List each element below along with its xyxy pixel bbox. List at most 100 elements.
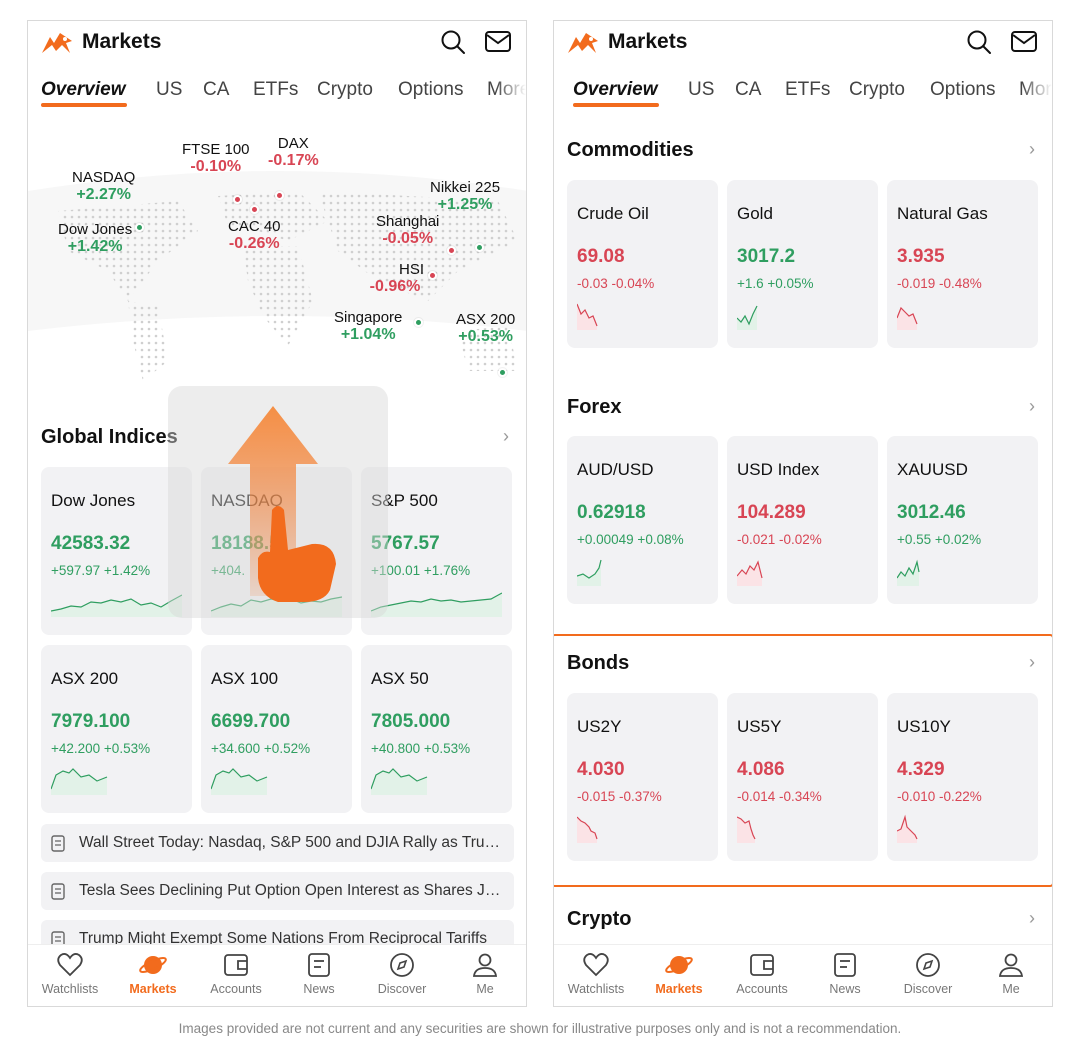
market-name: ASX 200 <box>456 311 516 328</box>
hsi-marker <box>428 271 437 280</box>
market-dax[interactable]: DAX -0.17% <box>268 135 319 171</box>
search-icon[interactable] <box>966 29 992 55</box>
index-card-asx-200[interactable]: ASX 200 7979.100 +42.200 +0.53% <box>41 645 192 813</box>
news-icon <box>834 953 856 977</box>
sparkline-chart <box>737 305 758 330</box>
nav-label: Watchlists <box>41 982 99 996</box>
tab-overview[interactable]: Overview <box>573 79 658 100</box>
tab-overview[interactable]: Overview <box>41 79 126 100</box>
nav-label: Me <box>476 982 494 996</box>
commodities-title: Commodities <box>567 139 694 161</box>
card-change: +1.6 +0.05% <box>737 276 814 291</box>
news-headline: Wall Street Today: Nasdaq, S&P 500 and D… <box>79 834 502 851</box>
forex-card-aud-usd[interactable]: AUD/USD 0.62918 +0.00049 +0.08% <box>567 436 718 604</box>
bottom-navigation: Watchlists Markets Accounts News Discove… <box>28 944 526 1006</box>
market-name: FTSE 100 <box>182 141 250 158</box>
news-item[interactable]: Wall Street Today: Nasdaq, S&P 500 and D… <box>41 824 514 862</box>
commodities-chevron-icon[interactable]: › <box>1029 139 1035 159</box>
world-market-map: FTSE 100 -0.10% DAX -0.17% NASDAQ +2.27%… <box>28 131 526 401</box>
card-change: -0.014 -0.34% <box>737 789 822 804</box>
sparkline-chart <box>211 768 268 795</box>
commodity-card-gold[interactable]: Gold 3017.2 +1.6 +0.05% <box>727 180 878 348</box>
nav-news[interactable]: News <box>277 951 361 996</box>
tab-crypto[interactable]: Crypto <box>849 79 905 100</box>
global-indices-chevron-icon[interactable]: › <box>503 426 509 446</box>
nav-accounts[interactable]: Accounts <box>720 951 804 996</box>
tab-options[interactable]: Options <box>930 79 996 100</box>
app-logo-icon <box>568 33 598 53</box>
sparkline-chart <box>577 559 602 586</box>
market-hsi[interactable]: HSI -0.96% <box>366 261 424 297</box>
card-name: Natural Gas <box>897 204 988 223</box>
tab-crypto[interactable]: Crypto <box>317 79 373 100</box>
nav-label: Discover <box>903 982 953 996</box>
markets-screen-scrolled: Markets Overview US CA ETFs Crypto Optio… <box>553 20 1053 1007</box>
tab-etfs[interactable]: ETFs <box>253 79 299 100</box>
card-value: 0.62918 <box>577 502 646 523</box>
mail-icon[interactable] <box>484 29 512 55</box>
card-change: +40.800 +0.53% <box>371 741 471 756</box>
bonds-chevron-icon[interactable]: › <box>1029 652 1035 672</box>
card-change: -0.015 -0.37% <box>577 789 662 804</box>
commodity-card-natural-gas[interactable]: Natural Gas 3.935 -0.019 -0.48% <box>887 180 1038 348</box>
forex-card-xauusd[interactable]: XAUUSD 3012.46 +0.55 +0.02% <box>887 436 1038 604</box>
card-change: +0.00049 +0.08% <box>577 532 684 547</box>
card-change: +42.200 +0.53% <box>51 741 151 756</box>
nav-news[interactable]: News <box>803 951 887 996</box>
market-asx-200[interactable]: ASX 200 +0.53% <box>456 311 515 347</box>
card-value: 3017.2 <box>737 246 796 267</box>
index-card-sp-500[interactable]: S&P 500 5767.57 +100.01 +1.76% <box>361 467 512 635</box>
index-card-asx-100[interactable]: ASX 100 6699.700 +34.600 +0.52% <box>201 645 352 813</box>
tab-etfs[interactable]: ETFs <box>785 79 831 100</box>
nav-watchlists[interactable]: Watchlists <box>554 951 638 996</box>
active-tab-indicator <box>573 103 659 107</box>
nav-markets[interactable]: Markets <box>111 951 195 996</box>
market-cac-40[interactable]: CAC 40 -0.26% <box>228 218 281 254</box>
tab-ca[interactable]: CA <box>203 79 230 100</box>
sparkline-chart <box>897 814 918 843</box>
bond-card-us10y[interactable]: US10Y 4.329 -0.010 -0.22% <box>887 693 1038 861</box>
app-title: Markets <box>82 30 162 53</box>
market-dow-jones[interactable]: Dow Jones +1.42% <box>58 221 132 257</box>
tab-us[interactable]: US <box>688 79 715 100</box>
nav-discover[interactable]: Discover <box>886 951 970 996</box>
nav-label: Accounts <box>736 982 788 996</box>
market-singapore[interactable]: Singapore +1.04% <box>334 309 402 345</box>
card-value: 4.329 <box>897 759 945 780</box>
market-change: -0.05% <box>382 230 434 248</box>
news-item[interactable]: Tesla Sees Declining Put Option Open Int… <box>41 872 514 910</box>
tab-options[interactable]: Options <box>398 79 464 100</box>
tab-us[interactable]: US <box>156 79 183 100</box>
market-nikkei-225[interactable]: Nikkei 225 +1.25% <box>430 179 500 215</box>
forex-card-usd-index[interactable]: USD Index 104.289 -0.021 -0.02% <box>727 436 878 604</box>
index-card-asx-50[interactable]: ASX 50 7805.000 +40.800 +0.53% <box>361 645 512 813</box>
card-name: US10Y <box>897 717 951 736</box>
bond-card-us2y[interactable]: US2Y 4.030 -0.015 -0.37% <box>567 693 718 861</box>
market-ftse-100[interactable]: FTSE 100 -0.10% <box>182 141 250 177</box>
forex-chevron-icon[interactable]: › <box>1029 396 1035 416</box>
app-title: Markets <box>608 30 688 53</box>
nav-me[interactable]: Me <box>969 951 1052 996</box>
bond-card-us5y[interactable]: US5Y 4.086 -0.014 -0.34% <box>727 693 878 861</box>
crypto-chevron-icon[interactable]: › <box>1029 908 1035 928</box>
nav-accounts[interactable]: Accounts <box>194 951 278 996</box>
market-name: Nikkei 225 <box>430 179 501 196</box>
index-card-dow-jones[interactable]: Dow Jones 42583.32 +597.97 +1.42% <box>41 467 192 635</box>
market-change: +1.04% <box>340 326 396 344</box>
nav-watchlists[interactable]: Watchlists <box>28 951 112 996</box>
nav-me[interactable]: Me <box>443 951 526 996</box>
nav-markets[interactable]: Markets <box>637 951 721 996</box>
market-nasdaq[interactable]: NASDAQ +2.27% <box>72 169 135 205</box>
search-icon[interactable] <box>440 29 466 55</box>
tabs-fade <box>1022 76 1052 110</box>
commodity-card-crude-oil[interactable]: Crude Oil 69.08 -0.03 -0.04% <box>567 180 718 348</box>
nav-discover[interactable]: Discover <box>360 951 444 996</box>
market-shanghai[interactable]: Shanghai -0.05% <box>376 213 439 249</box>
mail-icon[interactable] <box>1010 29 1038 55</box>
dax-marker <box>275 191 284 200</box>
market-tabs: Overview US CA ETFs Crypto Options More <box>573 79 1052 109</box>
market-change: +2.27% <box>76 186 132 204</box>
tab-ca[interactable]: CA <box>735 79 762 100</box>
card-value: 3012.46 <box>897 502 966 523</box>
card-name: ASX 200 <box>51 669 119 688</box>
